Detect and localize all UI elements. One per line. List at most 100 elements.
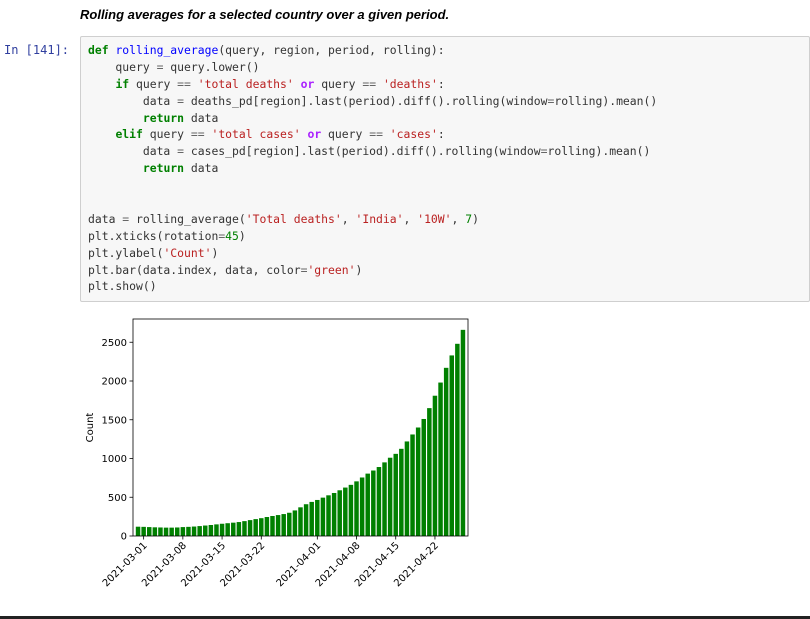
code-token: 'deaths' [382, 76, 438, 91]
code-token [191, 77, 198, 91]
y-tick-label: 1500 [102, 415, 127, 426]
code-token: rolling_average [115, 43, 219, 57]
code-token: data [184, 161, 219, 176]
code-token: data [88, 144, 178, 159]
code-token: ) [238, 228, 246, 243]
code-token: 7 [465, 211, 473, 226]
code-token: query [129, 76, 178, 91]
code-token: query [321, 127, 370, 142]
bar-chart: 050010001500200025002021-03-012021-03-08… [85, 318, 469, 589]
code-token: 'green' [307, 262, 356, 277]
code-token [88, 161, 143, 175]
code-token: 'total cases' [211, 127, 301, 142]
bar [163, 527, 169, 536]
bar [348, 484, 354, 536]
code-token [294, 77, 301, 91]
bar [320, 497, 326, 536]
bar [135, 526, 141, 536]
code-cell-input[interactable]: def rolling_average(query, region, perio… [80, 36, 810, 302]
y-tick-label: 500 [108, 493, 127, 504]
bar [242, 521, 247, 536]
cell-output: 0 500 1000 1500 2000 2500 2021-03-01 2021-03-08… [80, 310, 480, 610]
code-token: ) [472, 211, 479, 226]
code-line: plt.xticks(rotation=45) [88, 228, 657, 245]
bar [231, 522, 236, 536]
code-token [383, 127, 390, 141]
code-token: return [142, 161, 185, 176]
code-token: query.lower() [163, 59, 260, 74]
bar [208, 524, 214, 536]
plot-frame [132, 318, 469, 537]
bar [376, 467, 382, 536]
bar [152, 527, 158, 536]
code-line [88, 177, 657, 194]
bar [455, 343, 460, 536]
bar [427, 408, 432, 536]
bar [169, 527, 174, 536]
bar [371, 470, 376, 536]
y-tick-label: 2000 [102, 377, 127, 388]
code-token: cases_pd[region].last(period).diff().rol… [184, 144, 541, 159]
bar [432, 395, 438, 536]
bar [298, 507, 303, 536]
code-line: plt.ylabel('Count') [88, 245, 657, 262]
bar [354, 481, 359, 536]
bar [337, 490, 342, 536]
code-token: plt.ylabel( [88, 245, 164, 260]
bar [421, 418, 426, 536]
bar [326, 495, 331, 536]
bar [203, 525, 208, 536]
bar [197, 526, 202, 536]
code-token: ) [211, 245, 219, 260]
code-token: == [190, 127, 205, 142]
code-editor[interactable]: def rolling_average(query, region, perio… [88, 42, 657, 295]
bar [443, 367, 449, 536]
code-token [88, 77, 115, 91]
code-token: plt.bar(data.index, data, color [88, 262, 301, 277]
code-token: 'Count' [163, 245, 212, 260]
code-token: : [437, 127, 445, 142]
bar [331, 492, 337, 536]
bar [292, 510, 298, 536]
code-token: 'cases' [389, 127, 438, 142]
bar [219, 523, 225, 536]
code-token: 'India' [355, 211, 404, 226]
bar [399, 448, 404, 536]
bar [359, 477, 365, 536]
bar [382, 462, 387, 536]
bar [309, 501, 314, 536]
bar [147, 527, 152, 536]
code-token: = [177, 93, 185, 108]
code-token: or [307, 127, 322, 142]
bar [460, 329, 466, 536]
code-token: = [540, 144, 548, 159]
bar [449, 355, 454, 536]
code-token: data [88, 211, 123, 226]
code-token: deaths_pd[region].last(period).diff().ro… [184, 93, 548, 108]
bar [158, 527, 163, 536]
y-tick-label: 0 [121, 532, 127, 543]
bar [415, 427, 421, 536]
code-token: 'Total deaths' [245, 211, 342, 226]
code-token: = [218, 228, 226, 243]
code-token: rolling_average( [129, 211, 246, 226]
bar [264, 517, 270, 536]
code-line: plt.bar(data.index, data, color='green') [88, 262, 657, 279]
code-token: 'total deaths' [197, 76, 294, 91]
code-line: plt.show() [88, 278, 657, 295]
code-token: == [369, 127, 383, 142]
code-line: data = rolling_average('Total deaths', '… [88, 211, 657, 228]
code-token: == [177, 76, 191, 91]
code-token: , [451, 211, 466, 226]
y-axis-label: Count [85, 413, 96, 443]
code-line: data = deaths_pd[region].last(period).di… [88, 93, 657, 110]
bar [281, 514, 286, 536]
code-token: plt.xticks(rotation [88, 228, 219, 243]
code-line: data = cases_pd[region].last(period).dif… [88, 143, 657, 160]
code-token: or [300, 76, 315, 91]
bar [275, 515, 281, 536]
bar [270, 516, 275, 536]
code-token: , [341, 211, 356, 226]
bar [141, 526, 146, 536]
code-token: 45 [225, 228, 239, 243]
